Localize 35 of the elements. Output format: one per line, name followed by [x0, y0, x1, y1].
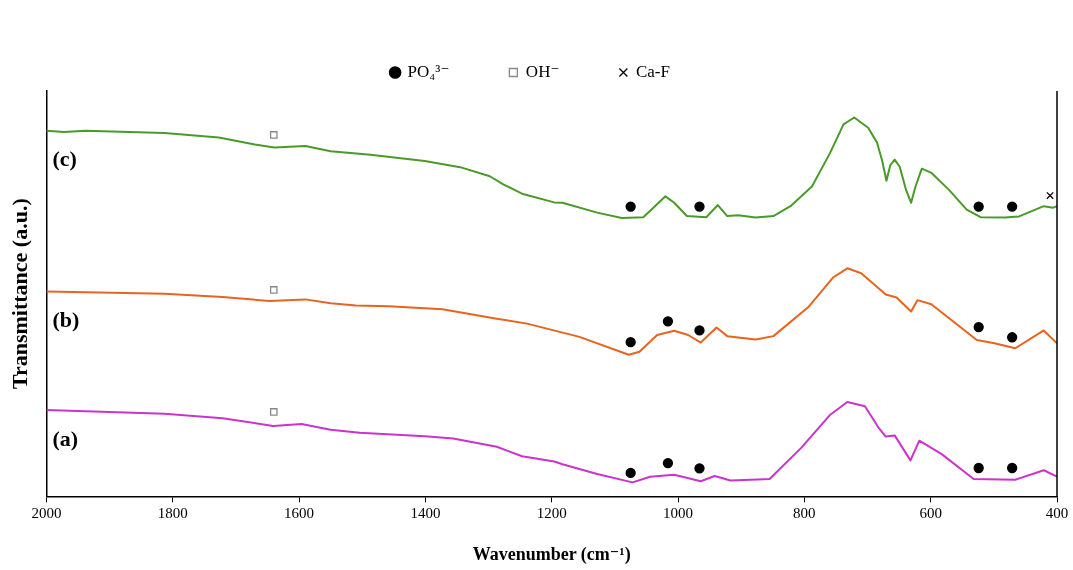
point [1007, 332, 1018, 343]
x-tick-label: 1200 [536, 505, 567, 522]
point [1007, 201, 1018, 212]
series-label: (a) [52, 425, 79, 451]
x-tick-label: 600 [919, 505, 942, 522]
x-tick-label: 1400 [410, 505, 441, 522]
point [269, 408, 278, 416]
point [1046, 191, 1054, 200]
point [269, 131, 278, 139]
series-label: (b) [52, 307, 80, 333]
x-tick-label: 800 [793, 505, 816, 522]
y-axis-title: Transmittance (a.u.) [6, 198, 32, 390]
point [973, 462, 984, 474]
point [694, 463, 705, 474]
legend-label: OH⁻ [525, 61, 560, 81]
point [662, 316, 674, 327]
point [1007, 462, 1018, 474]
series-label: (c) [52, 146, 77, 172]
point [973, 201, 984, 212]
x-tick-label: 1600 [284, 505, 315, 522]
point [625, 337, 636, 348]
point [694, 201, 705, 212]
point [662, 457, 674, 469]
point [625, 201, 636, 212]
point [269, 286, 278, 294]
x-tick-label: 400 [1045, 505, 1069, 522]
point [694, 325, 705, 336]
point [625, 467, 636, 479]
point [973, 321, 984, 333]
x-tick-label: 1000 [663, 505, 694, 522]
x-axis-title: Wavenumber (cm⁻¹) [472, 543, 631, 565]
legend-label: PO₄³⁻ [407, 61, 450, 81]
legend-label: Ca-F [635, 61, 670, 81]
x-tick-label: 1800 [157, 505, 188, 522]
x-tick-label: 2000 [31, 505, 62, 522]
